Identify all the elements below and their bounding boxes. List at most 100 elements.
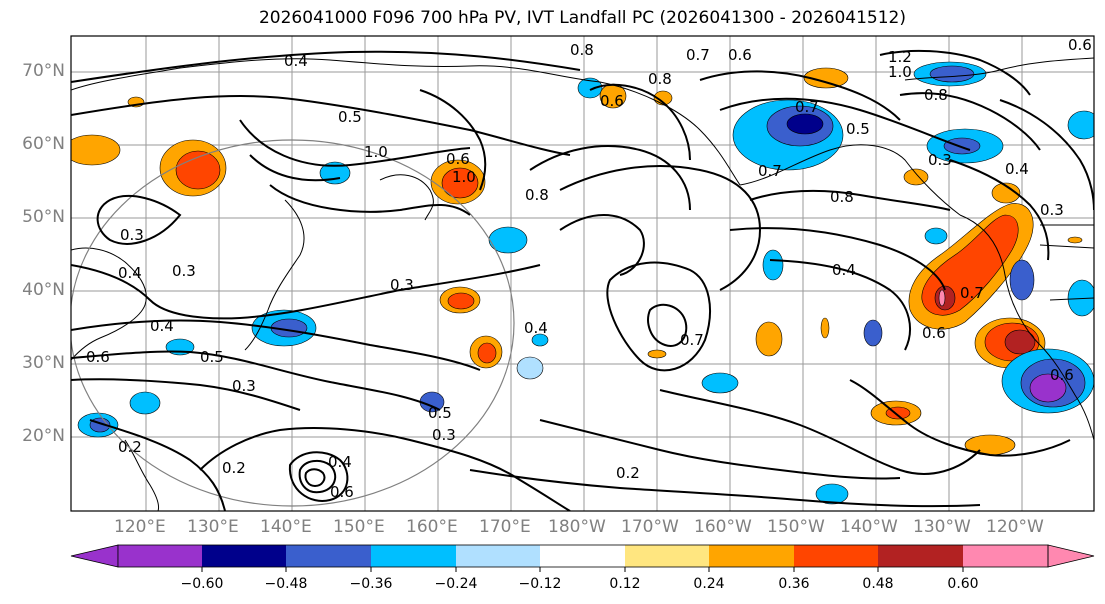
contour-label: 0.5 — [428, 404, 452, 422]
contour-label: 1.0 — [364, 143, 388, 161]
colorbar-tick-label: −0.24 — [434, 576, 478, 592]
lat-label-30n: 30°N — [22, 353, 65, 373]
contour-label: 0.6 — [446, 150, 470, 168]
shade-blob — [1029, 373, 1067, 403]
shade-blob — [815, 483, 849, 505]
shade-blob — [531, 333, 549, 347]
colorbar-extend-min — [70, 544, 119, 568]
colorbar-tick-label: −0.36 — [349, 576, 393, 592]
map-title: 2026041000 F096 700 hPa PV, IVT Landfall… — [258, 8, 906, 28]
shade-blob — [71, 134, 121, 166]
contour-label: 1.0 — [452, 168, 476, 186]
colorbar-segment — [878, 545, 963, 567]
colorbar-tick-label: −0.60 — [180, 576, 224, 592]
colorbar-tick-label: 0.24 — [693, 576, 725, 592]
colorbar-tick-label: −0.48 — [264, 576, 308, 592]
lat-label-60n: 60°N — [22, 134, 65, 154]
contour-label: 0.4 — [832, 261, 856, 279]
contour-label: 0.8 — [924, 86, 948, 104]
colorbar-segment — [794, 545, 878, 567]
colorbar-segment — [371, 545, 456, 567]
contour-label: 1.2 — [888, 48, 912, 66]
shade-blob — [319, 161, 351, 185]
shade-blob — [786, 113, 824, 135]
lon-label-160e: 160°E — [406, 517, 458, 537]
shade-blob — [577, 77, 603, 99]
shade-blob — [1067, 279, 1094, 317]
contour-labels: 0.4 0.5 1.0 0.6 1.0 0.8 0.3 0.4 0.3 0.4 … — [86, 36, 1092, 501]
colorbar — [70, 544, 1095, 572]
contour-label: 0.2 — [118, 438, 142, 456]
lat-label-70n: 70°N — [22, 61, 65, 81]
shade-blob — [929, 65, 975, 83]
colorbar-tick-label: −0.12 — [518, 576, 562, 592]
shade-blob — [477, 342, 497, 364]
lon-label-140w: 140°W — [840, 517, 898, 537]
colorbar-segment — [286, 545, 371, 567]
shade-blob — [938, 289, 946, 307]
lon-label-130w: 130°W — [913, 517, 971, 537]
contour-label: 0.4 — [118, 264, 142, 282]
colorbar-tick-label: 0.36 — [778, 576, 810, 592]
contour-label: 0.4 — [284, 52, 308, 70]
contour-label: 0.4 — [1005, 160, 1029, 178]
projection-circle — [71, 139, 515, 507]
contour-label: 0.3 — [172, 262, 196, 280]
shade-blob — [762, 249, 784, 281]
lon-label-140e: 140°E — [260, 517, 312, 537]
shade-blob — [755, 321, 783, 357]
contour-label: 0.2 — [616, 464, 640, 482]
contour-label: 0.3 — [120, 226, 144, 244]
ivt-shading — [71, 61, 1094, 505]
colorbar-segment — [963, 545, 1048, 567]
contour-label: 0.2 — [222, 459, 246, 477]
shade-blob — [924, 227, 948, 245]
shade-blob — [701, 372, 739, 394]
contour-label: 0.4 — [328, 453, 352, 471]
contour-label: 0.7 — [795, 98, 819, 116]
lon-label-160w: 160°W — [694, 517, 752, 537]
lon-label-130e: 130°E — [187, 517, 239, 537]
contour-label: 0.3 — [390, 276, 414, 294]
map-frame — [70, 35, 1095, 512]
contour-label: 0.6 — [330, 483, 354, 501]
shade-blob — [441, 167, 479, 199]
contour-label: 0.6 — [600, 92, 624, 110]
shade-blob — [129, 391, 161, 415]
contour-label: 0.3 — [928, 151, 952, 169]
lon-label-120e: 120°E — [114, 517, 166, 537]
contour-label: 0.4 — [150, 317, 174, 335]
lat-label-40n: 40°N — [22, 280, 65, 300]
lon-label-120w: 120°W — [986, 517, 1044, 537]
colorbar-extend-max — [1047, 544, 1095, 568]
colorbar-segment — [540, 545, 625, 567]
contour-label: 0.6 — [1050, 366, 1074, 384]
contour-label: 1.0 — [888, 63, 912, 81]
lon-label-150e: 150°E — [333, 517, 385, 537]
lon-label-170w: 170°W — [621, 517, 679, 537]
lat-label-20n: 20°N — [22, 426, 65, 446]
shade-blob — [991, 182, 1021, 204]
colorbar-tick-label: 0.60 — [947, 576, 979, 592]
shade-blob — [1004, 329, 1036, 355]
contour-label: 0.7 — [758, 162, 782, 180]
shade-blob — [647, 349, 667, 359]
contour-label: 0.3 — [1040, 201, 1064, 219]
colorbar-segment — [625, 545, 709, 567]
shade-blob — [175, 150, 221, 190]
shade-blob — [803, 67, 849, 89]
shade-blob — [447, 292, 475, 310]
lon-label-150w: 150°W — [767, 517, 825, 537]
lat-label-50n: 50°N — [22, 207, 65, 227]
colorbar-segment — [202, 545, 286, 567]
lon-label-170e: 170°E — [479, 517, 531, 537]
shade-blob — [863, 319, 883, 347]
contour-label: 0.3 — [432, 426, 456, 444]
contour-label: 0.4 — [524, 319, 548, 337]
shade-blob — [1067, 236, 1083, 244]
shade-blob — [488, 226, 528, 254]
contour-label: 0.8 — [648, 70, 672, 88]
shade-blob — [1067, 110, 1094, 140]
contour-label: 0.8 — [830, 188, 854, 206]
